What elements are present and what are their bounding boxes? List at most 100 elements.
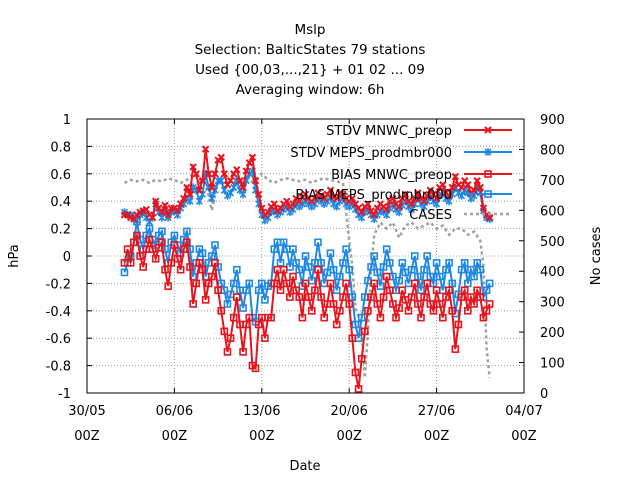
data-point [357, 313, 366, 322]
y2-tick-label: 900 [540, 113, 565, 128]
data-point [289, 245, 297, 253]
data-point [295, 265, 304, 274]
data-point [357, 208, 366, 216]
data-point [258, 204, 266, 212]
legend-label: STDV MEPS_prodmbr000 [290, 146, 452, 161]
series-line [123, 172, 491, 378]
data-point [464, 306, 472, 315]
data-point [276, 286, 285, 295]
data-point [339, 259, 347, 267]
data-point [208, 252, 216, 260]
data-point [445, 197, 453, 206]
data-point [460, 286, 469, 295]
data-point [484, 126, 492, 134]
data-point [451, 345, 460, 353]
data-point [158, 208, 166, 216]
data-point [301, 252, 310, 260]
x-tick-label-time: 00Z [336, 429, 362, 444]
data-point [292, 286, 300, 295]
data-point [364, 200, 372, 208]
data-point [176, 200, 185, 208]
data-point [482, 286, 491, 295]
data-point [420, 293, 428, 301]
data-point [482, 306, 491, 315]
data-point [442, 293, 450, 301]
data-point [423, 279, 432, 288]
y2-tick-label: 100 [540, 357, 565, 372]
data-point [314, 265, 322, 274]
x-tick-label: 20/06 [330, 404, 367, 419]
x-axis-label: Date [289, 459, 320, 474]
data-point [414, 272, 422, 281]
data-point [251, 364, 260, 373]
data-point [485, 213, 494, 222]
data-point [326, 186, 335, 194]
y2-tick-label: 600 [540, 204, 565, 219]
data-point [426, 272, 435, 281]
data-point [357, 354, 366, 363]
data-point [342, 245, 350, 253]
x-tick-label: 04/07 [505, 404, 542, 419]
data-point [433, 199, 441, 208]
data-point [186, 263, 194, 271]
series-layer [120, 145, 494, 393]
data-point [460, 259, 469, 267]
data-point [198, 249, 207, 258]
data-point [245, 313, 254, 322]
data-point [223, 348, 232, 356]
data-point [401, 190, 410, 199]
data-point [439, 313, 447, 322]
data-point [133, 231, 141, 240]
data-point [398, 259, 407, 267]
data-point [158, 213, 166, 222]
title-line-2: Selection: BalticStates 79 stations [195, 42, 426, 58]
data-point [201, 296, 210, 304]
data-point [170, 241, 179, 249]
data-point [473, 176, 481, 185]
x-tick-label-time: 00Z [511, 429, 537, 444]
data-point [329, 265, 338, 274]
data-point [254, 190, 263, 199]
data-point [392, 313, 400, 322]
data-point [317, 293, 325, 301]
data-point [239, 183, 247, 192]
legend-label: CASES [409, 208, 452, 223]
y-axis: 1 0.8 0.6 0.4 0.2 0 -0.2 -0.4 -0.6 -0.8 -1 [46, 113, 92, 402]
data-point [448, 306, 457, 315]
data-point [370, 252, 378, 260]
data-point [211, 259, 219, 267]
data-point [420, 197, 428, 205]
data-point [385, 286, 394, 295]
data-point [345, 300, 354, 308]
data-point [267, 313, 275, 322]
data-point [186, 197, 194, 206]
data-point [276, 259, 285, 267]
data-point [158, 238, 166, 247]
data-point [332, 320, 341, 329]
data-point [226, 176, 235, 185]
data-point [130, 238, 138, 247]
data-point [192, 279, 201, 288]
data-point [411, 194, 419, 203]
data-point [432, 259, 441, 267]
data-point [329, 300, 338, 308]
data-point [151, 254, 160, 263]
data-point [126, 259, 135, 267]
data-point [414, 300, 422, 308]
data-point [270, 279, 279, 288]
data-point [376, 313, 385, 322]
data-point [336, 272, 344, 281]
data-point [429, 306, 438, 315]
data-point [336, 306, 344, 315]
data-point [404, 306, 413, 315]
series-stdv-mnwc-preop [120, 145, 494, 223]
y2-tick-label: 200 [540, 326, 565, 341]
chart-title: Mslp Selection: BalticStates 79 stations… [195, 22, 426, 98]
y2-tick-label: 800 [540, 143, 565, 158]
data-point [120, 268, 129, 277]
data-point [208, 272, 216, 281]
data-point [467, 293, 475, 301]
data-point [348, 334, 357, 343]
data-point [473, 286, 481, 295]
